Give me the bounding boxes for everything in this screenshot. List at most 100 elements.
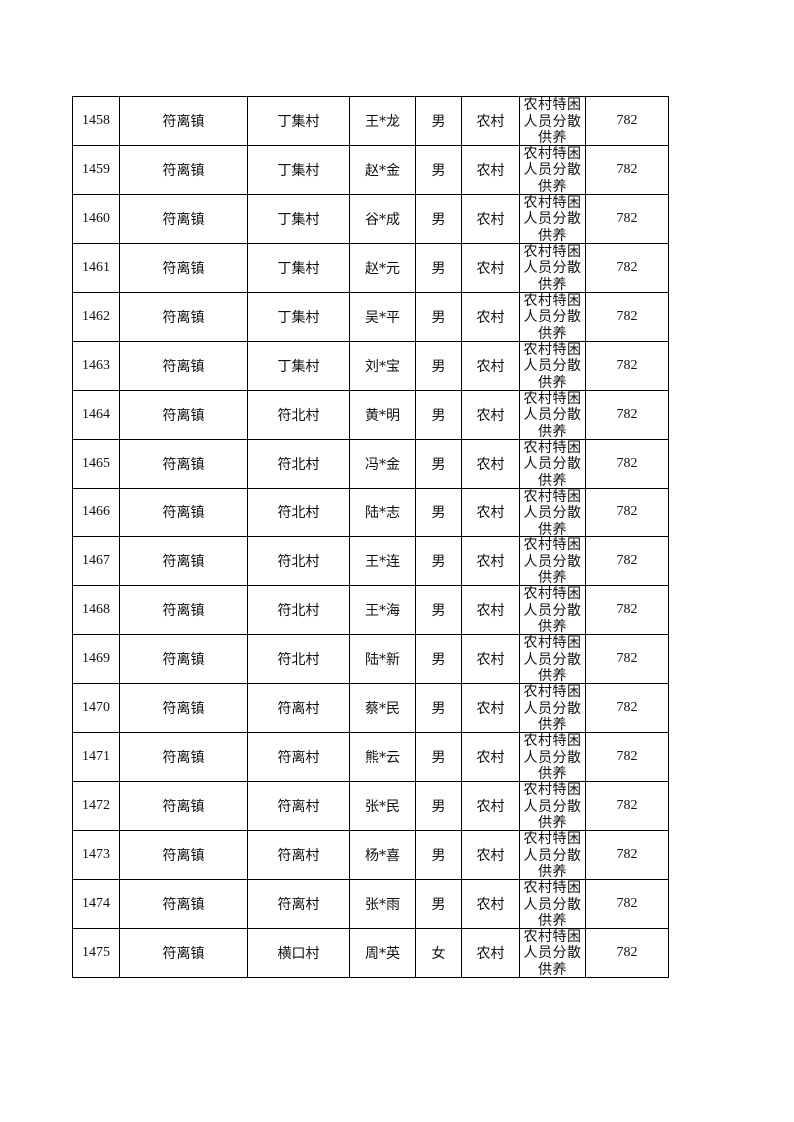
village-cell: 符北村: [248, 488, 350, 538]
household-type-cell-text: 农村: [476, 896, 505, 913]
town-cell: 符离镇: [120, 341, 248, 391]
gender-cell-text: 男: [431, 113, 446, 130]
village-cell-text: 丁集村: [277, 309, 320, 326]
town-cell-text: 符离镇: [162, 260, 205, 277]
row-number-text: 1472: [82, 798, 110, 814]
household-type-cell-text: 农村: [476, 701, 505, 718]
household-type-cell-text: 农村: [476, 505, 505, 522]
amount-cell-text: 782: [616, 895, 638, 911]
village-cell-text: 符北村: [277, 505, 320, 522]
amount-cell-text: 782: [616, 161, 638, 177]
category-cell-text: 农村特困人员分散供养: [523, 194, 582, 244]
household-type-cell: 农村: [462, 831, 520, 880]
data-table: 1458 符离镇 丁集村 王*龙男农村 农村特困人员分散供养 782 1459 符离镇 丁集村赵…: [72, 96, 669, 978]
town-cell: 符离镇: [120, 292, 248, 342]
household-type-cell: 农村: [462, 439, 520, 489]
amount-cell: 782: [586, 831, 669, 880]
town-cell-text: 符离镇: [162, 358, 205, 375]
amount-cell-text: 782: [616, 308, 638, 324]
name-cell: 赵*金: [350, 145, 416, 195]
amount-cell: 782: [586, 439, 669, 489]
village-cell-text: 符北村: [277, 456, 320, 473]
gender-cell-text: 男: [431, 456, 446, 473]
village-cell: 符北村: [248, 390, 350, 440]
name-cell: 谷*成: [350, 194, 416, 244]
village-cell-text: 符离村: [277, 799, 320, 816]
category-cell-text: 农村特困人员分散供养: [523, 733, 582, 783]
gender-cell: 男: [416, 439, 462, 489]
table-row: 1475 符离镇 横口村 周*英 女 农村 农村特困人员分散供养 782: [73, 928, 669, 978]
amount-cell: 782: [586, 635, 669, 685]
household-type-cell-text: 农村: [476, 113, 505, 130]
gender-cell: 男: [416, 880, 462, 929]
amount-cell-text: 782: [616, 406, 638, 422]
category-cell-text: 农村特困人员分散供养: [523, 928, 582, 978]
household-type-cell: 农村: [462, 928, 520, 978]
name-cell: 吴*平: [350, 292, 416, 342]
name-cell-text: 周*英: [365, 945, 400, 962]
gender-cell-text: 男: [431, 652, 446, 669]
row-number-text: 1458: [82, 112, 110, 128]
gender-cell: 男: [416, 292, 462, 342]
amount-cell: 782: [586, 145, 669, 195]
town-cell: 符离镇: [120, 928, 248, 978]
row-number-text: 1473: [82, 847, 110, 863]
village-cell: 符离村: [248, 684, 350, 734]
village-cell: 丁集村: [248, 243, 350, 293]
category-cell: 农村特困人员分散供养: [520, 341, 586, 391]
town-cell: 符离镇: [120, 145, 248, 195]
row-number: 1469: [73, 635, 120, 685]
table-row: 1466 符离镇 符北村 陆*志 男 农村 农村特困人员分散供养 782: [73, 488, 669, 538]
amount-cell-text: 782: [616, 749, 638, 765]
category-cell: 农村特困人员分散供养: [520, 292, 586, 342]
name-cell: 张*民: [350, 782, 416, 832]
village-cell: 符离村: [248, 733, 350, 783]
row-number-text: 1469: [82, 651, 110, 667]
row-number: 1460: [73, 194, 120, 244]
row-number-text: 1459: [82, 161, 110, 177]
village-cell: 丁集村: [248, 145, 350, 195]
town-cell: 符离镇: [120, 586, 248, 636]
town-cell-text: 符离镇: [162, 505, 205, 522]
household-type-cell-text: 农村: [476, 750, 505, 767]
town-cell-text: 符离镇: [162, 407, 205, 424]
row-number-text: 1462: [82, 308, 110, 324]
amount-cell: 782: [586, 733, 669, 783]
village-cell-text: 符北村: [277, 652, 320, 669]
household-type-cell: 农村: [462, 390, 520, 440]
category-cell: 农村特困人员分散供养: [520, 880, 586, 929]
town-cell: 符离镇: [120, 831, 248, 880]
amount-cell-text: 782: [616, 798, 638, 814]
town-cell-text: 符离镇: [162, 162, 205, 179]
gender-cell-text: 男: [431, 896, 446, 913]
category-cell: 农村特困人员分散供养: [520, 733, 586, 783]
gender-cell: 男: [416, 488, 462, 538]
name-cell-text: 张*民: [365, 799, 400, 816]
gender-cell-text: 男: [431, 162, 446, 179]
row-number: 1464: [73, 390, 120, 440]
category-cell: 农村特困人员分散供养: [520, 831, 586, 880]
name-cell-text: 赵*金: [365, 162, 400, 179]
row-number: 1475: [73, 928, 120, 978]
name-cell: 蔡*民: [350, 684, 416, 734]
gender-cell: 男: [416, 145, 462, 195]
amount-cell: 782: [586, 97, 669, 146]
row-number-text: 1470: [82, 700, 110, 716]
table-row: 1468 符离镇 符北村 王*海 男 农村 农村特困人员分散供养 782: [73, 586, 669, 636]
gender-cell: 男: [416, 831, 462, 880]
category-cell-text: 农村特困人员分散供养: [523, 145, 582, 195]
row-number-text: 1464: [82, 406, 110, 422]
category-cell-text: 农村特困人员分散供养: [523, 292, 582, 342]
row-number-text: 1471: [82, 749, 110, 765]
row-number-text: 1468: [82, 602, 110, 618]
amount-cell: 782: [586, 684, 669, 734]
town-cell: 符离镇: [120, 684, 248, 734]
row-number-text: 1461: [82, 259, 110, 275]
town-cell-text: 符离镇: [162, 799, 205, 816]
village-cell-text: 符北村: [277, 603, 320, 620]
table-row: 1465 符离镇 符北村 冯*金 男 农村 农村特困人员分散供养 782: [73, 439, 669, 489]
household-type-cell: 农村: [462, 243, 520, 293]
town-cell: 符离镇: [120, 635, 248, 685]
category-cell: 农村特困人员分散供养: [520, 439, 586, 489]
village-cell-text: 丁集村: [277, 162, 320, 179]
